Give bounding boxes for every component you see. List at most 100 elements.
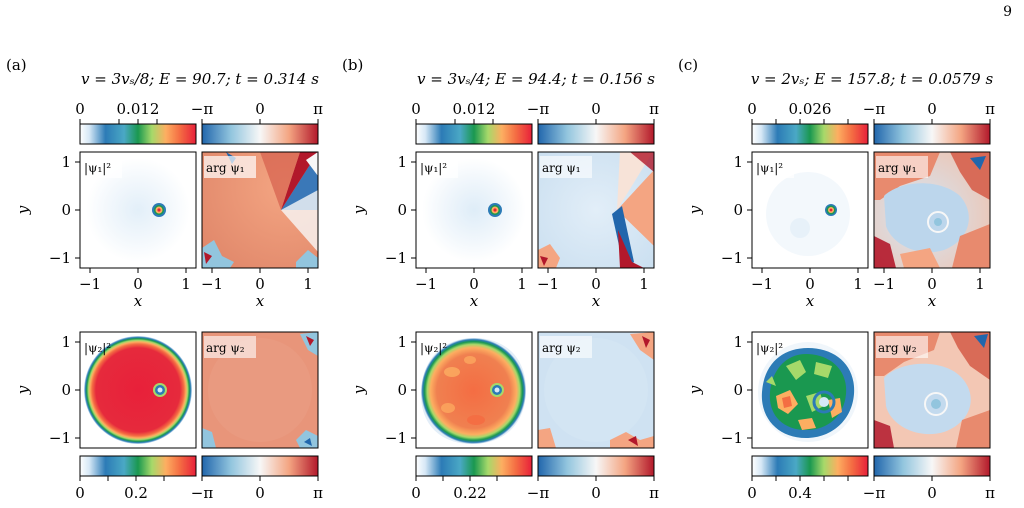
tick-label: 0	[255, 484, 265, 502]
label-psi2-density: |ψ₂|²	[756, 341, 783, 355]
tick-label: −1	[873, 275, 895, 293]
tick-label: 0	[75, 484, 85, 502]
tick-label: 1	[61, 153, 71, 171]
y-axis-label: y	[14, 385, 32, 395]
x-axis-top-left: −1 0 1 x	[415, 268, 527, 310]
label-psi1-density: |ψ₁|²	[756, 161, 783, 175]
y-axis-label: y	[14, 205, 32, 215]
tick-label: 0	[411, 100, 421, 118]
tick-label: 0.22	[453, 484, 486, 502]
tick-label: π	[985, 100, 995, 118]
tick-label: 1	[517, 275, 527, 293]
label-psi2-phase: arg ψ₂	[878, 341, 917, 355]
x-axis-top-right: −1 0 1 x	[537, 268, 649, 310]
tick-label: −1	[79, 275, 101, 293]
x-axis-label: x	[256, 292, 265, 310]
tick-label: π	[649, 100, 659, 118]
x-axis-top-left: −1 0 1 x	[751, 268, 863, 310]
tick-label: −π	[527, 100, 550, 118]
colorbar-top-phase: −π 0 π	[863, 100, 995, 145]
page-number: 9	[1003, 4, 1012, 20]
y-axis-top: 1 0 −1 y	[350, 153, 416, 267]
panel-b: (b) v = 3vₛ/4; E = 94.4; t = 0.156 s 0 0…	[342, 56, 659, 502]
tick-label: 0	[75, 100, 85, 118]
tick-label: π	[313, 100, 323, 118]
tick-label: −1	[201, 275, 223, 293]
tick-label: 0.012	[117, 100, 160, 118]
y-axis-bottom: 1 0 −1 y	[350, 333, 416, 447]
x-axis-top-right: −1 0 1 x	[201, 268, 313, 310]
tick-label: −1	[721, 249, 743, 267]
plot-frame	[873, 331, 991, 449]
tick-label: 0	[411, 484, 421, 502]
tick-label: 0	[747, 100, 757, 118]
tick-label: 0	[61, 381, 71, 399]
tick-label: 1	[853, 275, 863, 293]
tick-label: π	[985, 484, 995, 502]
tick-label: 1	[733, 153, 743, 171]
tick-label: 0	[591, 275, 601, 293]
colorbar-bottom-density: 0 0.2	[75, 455, 197, 502]
tick-label: 0	[805, 275, 815, 293]
colorbar-top-phase: −π 0 π	[191, 100, 323, 145]
tick-label: π	[313, 484, 323, 502]
plot-psi1-density	[80, 152, 196, 268]
tick-label: −1	[537, 275, 559, 293]
colorbar-top-density: 0 0.012	[75, 100, 197, 145]
tick-label: 0	[747, 484, 757, 502]
panel-title: v = 2vₛ; E = 157.8; t = 0.0579 s	[751, 70, 994, 88]
plot-psi2-phase	[538, 332, 654, 448]
tick-label: 0	[255, 100, 265, 118]
colorbar-bottom-phase: −π 0 π	[527, 455, 659, 502]
y-axis-label: y	[686, 205, 704, 215]
tick-label: 1	[303, 275, 313, 293]
y-axis-bottom: 1 0 −1 y	[686, 333, 752, 447]
tick-label: −π	[191, 100, 214, 118]
tick-label: −1	[385, 429, 407, 447]
tick-label: 0	[927, 100, 937, 118]
label-psi1-density: |ψ₁|²	[84, 161, 111, 175]
tick-label: 0	[733, 201, 743, 219]
label-psi1-phase: arg ψ₁	[206, 161, 245, 175]
colorbar-bottom-phase: −π 0 π	[863, 455, 995, 502]
panel-letter: (a)	[6, 56, 27, 74]
label-psi2-density: |ψ₂|²	[420, 341, 447, 355]
panel-title: v = 3vₛ/8; E = 90.7; t = 0.314 s	[81, 70, 319, 88]
tick-label: −1	[49, 429, 71, 447]
tick-label: 0	[927, 484, 937, 502]
tick-label: −1	[385, 249, 407, 267]
tick-label: 1	[397, 153, 407, 171]
y-axis-label: y	[350, 205, 368, 215]
tick-label: 0.2	[124, 484, 148, 502]
panel-letter: (b)	[342, 56, 363, 74]
plot-frame	[537, 331, 655, 449]
y-axis-label: y	[350, 385, 368, 395]
tick-label: −1	[49, 249, 71, 267]
plot-psi2-density	[416, 332, 532, 448]
plot-psi1-density	[752, 152, 868, 268]
tick-label: 1	[639, 275, 649, 293]
label-psi1-phase: arg ψ₁	[878, 161, 917, 175]
y-axis-label: y	[686, 385, 704, 395]
x-axis-label: x	[592, 292, 601, 310]
tick-label: −1	[721, 429, 743, 447]
x-axis-top-right: −1 0 1 x	[873, 268, 985, 310]
tick-label: 0.012	[453, 100, 496, 118]
tick-label: 0	[255, 275, 265, 293]
plot-psi1-density	[416, 152, 532, 268]
x-axis-label: x	[928, 292, 937, 310]
tick-label: 0.4	[788, 484, 812, 502]
label-psi1-phase: arg ψ₁	[542, 161, 581, 175]
tick-label: −1	[751, 275, 773, 293]
x-axis-label: x	[806, 292, 815, 310]
colorbar-top-density: 0 0.026	[747, 100, 869, 145]
panel-title: v = 3vₛ/4; E = 94.4; t = 0.156 s	[417, 70, 655, 88]
tick-label: −π	[191, 484, 214, 502]
colorbar-bottom-phase: −π 0 π	[191, 455, 323, 502]
label-psi2-density: |ψ₂|²	[84, 341, 111, 355]
tick-label: 0	[927, 275, 937, 293]
label-psi2-phase: arg ψ₂	[206, 341, 245, 355]
tick-label: 0	[591, 100, 601, 118]
panel-letter: (c)	[678, 56, 698, 74]
